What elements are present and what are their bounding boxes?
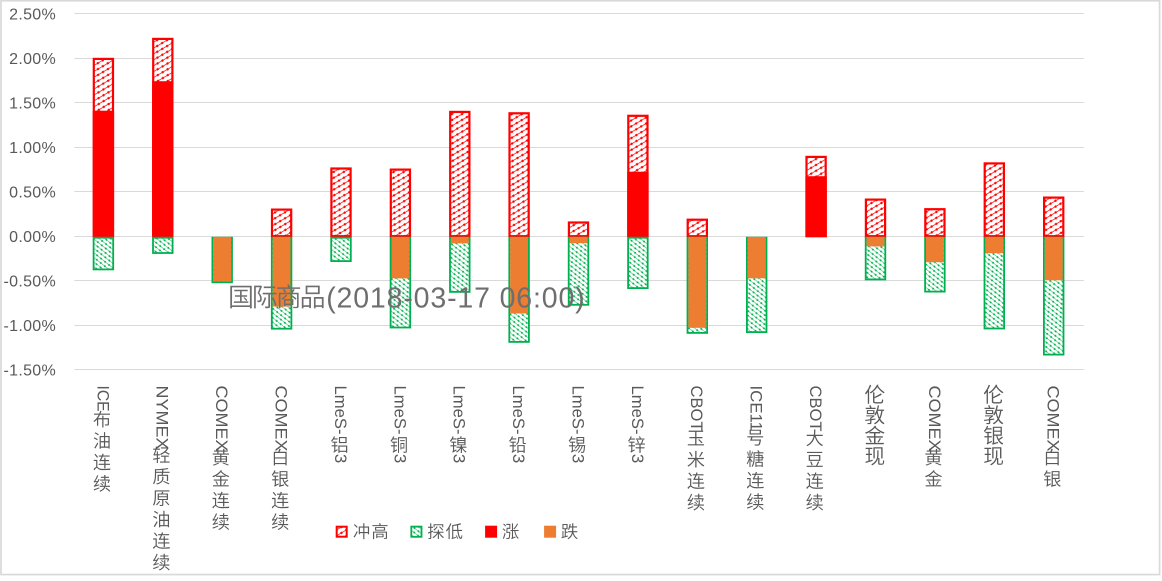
svg-text:CBOT: CBOT <box>687 386 706 432</box>
svg-text:1.00%: 1.00% <box>9 140 56 157</box>
svg-text:-1.50%: -1.50% <box>4 363 57 380</box>
svg-text:COMEX: COMEX <box>1044 386 1063 452</box>
svg-text:COMEX: COMEX <box>212 386 231 452</box>
svg-text:ICE: ICE <box>93 386 112 412</box>
svg-text:LmeS-: LmeS- <box>390 386 409 435</box>
svg-text:LmeS-: LmeS- <box>509 386 528 435</box>
svg-text:COMEX: COMEX <box>272 386 291 452</box>
svg-text:-1.00%: -1.00% <box>4 318 57 335</box>
svg-text:3: 3 <box>509 454 528 463</box>
svg-text:NYMEX: NYMEX <box>153 386 172 450</box>
svg-text:(2018-03-17 06:00): (2018-03-17 06:00) <box>326 283 585 315</box>
svg-text:3: 3 <box>390 454 409 463</box>
svg-text:-0.50%: -0.50% <box>4 274 57 291</box>
svg-text:3: 3 <box>628 454 647 463</box>
svg-text:LmeS-: LmeS- <box>628 386 647 435</box>
svg-text:2.50%: 2.50% <box>9 6 56 23</box>
svg-text:3: 3 <box>568 454 587 463</box>
svg-text:1.50%: 1.50% <box>9 95 56 112</box>
svg-text:2.00%: 2.00% <box>9 51 56 68</box>
svg-text:ICE11: ICE11 <box>747 386 766 432</box>
svg-text:COMEX: COMEX <box>925 386 944 452</box>
svg-text:CBOT: CBOT <box>806 386 825 432</box>
svg-text:3: 3 <box>450 454 469 463</box>
svg-text:LmeS-: LmeS- <box>568 386 587 435</box>
svg-text:3: 3 <box>331 454 350 463</box>
svg-text:0.50%: 0.50% <box>9 185 56 202</box>
svg-text:0.00%: 0.00% <box>9 229 56 246</box>
svg-text:LmeS-: LmeS- <box>450 386 469 435</box>
svg-text:LmeS-: LmeS- <box>331 386 350 435</box>
